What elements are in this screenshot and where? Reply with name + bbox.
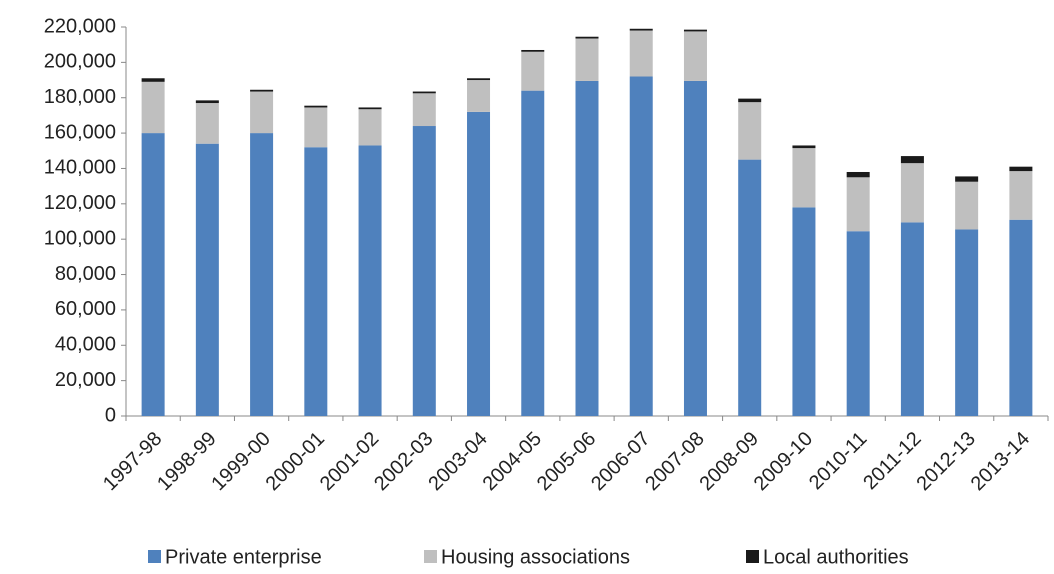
bar-segment [358, 145, 382, 416]
bar-segment [792, 207, 816, 416]
bar-segment [900, 163, 924, 223]
bar-segment [1009, 171, 1033, 220]
y-tick-label: 60,000 [55, 298, 116, 320]
bar-segment [1009, 166, 1033, 172]
bar-segment [738, 102, 762, 160]
bar-segment [195, 143, 219, 416]
bar-segment [629, 28, 653, 31]
x-tick-label: 2006-07 [587, 428, 654, 495]
bar-segment [683, 31, 707, 81]
x-tick-label: 2003-04 [424, 428, 491, 495]
bar-segment [955, 229, 979, 416]
x-tick-label: 2013-14 [967, 428, 1034, 495]
legend-label: Private enterprise [165, 546, 322, 568]
x-tick-label: 2009-10 [750, 428, 817, 495]
bar-segment [1009, 219, 1033, 416]
x-tick-label: 2000-01 [262, 428, 329, 495]
bar-segment [358, 107, 382, 110]
bar-segment [141, 78, 165, 82]
y-tick-label: 220,000 [44, 15, 116, 37]
bar-segment [955, 176, 979, 182]
bar-segment [738, 159, 762, 416]
x-tick-label: 2008-09 [696, 428, 763, 495]
bar-segment [195, 103, 219, 144]
bar-segment [141, 133, 165, 416]
x-tick-label: 2004-05 [479, 428, 546, 495]
bar-segment [521, 90, 545, 417]
y-tick-label: 140,000 [44, 157, 116, 179]
bar-segment [738, 98, 762, 103]
bar-segment [250, 133, 274, 416]
bar-segment [575, 80, 599, 417]
bar-segment [683, 29, 707, 32]
x-tick-label: 2010-11 [805, 428, 871, 494]
legend-swatch [746, 550, 759, 563]
bar-segment [900, 222, 924, 416]
bar-segment [575, 38, 599, 81]
bar-segment [304, 107, 328, 148]
x-tick-label: 1998-99 [153, 428, 220, 495]
bar-segment [846, 231, 870, 416]
bar-segment [792, 145, 816, 149]
bar-segment [683, 80, 707, 417]
legend-label: Local authorities [763, 546, 909, 568]
legend-swatch [424, 550, 437, 563]
bar-segment [792, 148, 816, 208]
bar-segment [629, 76, 653, 416]
x-tick-label: 2001-02 [316, 428, 383, 495]
x-tick-label: 2012-13 [912, 428, 979, 495]
bar-segment [467, 111, 491, 416]
x-tick-label: 2007-08 [641, 428, 708, 495]
y-tick-label: 20,000 [55, 369, 116, 391]
bar-segment [521, 51, 545, 91]
y-tick-label: 180,000 [44, 86, 116, 108]
bar-segment [629, 30, 653, 77]
bar-segment [900, 156, 924, 164]
bar-segment [250, 91, 274, 134]
y-tick-label: 80,000 [55, 263, 116, 285]
x-tick-label: 2002-03 [370, 428, 437, 495]
legend-swatch [148, 550, 161, 563]
bar-segment [467, 80, 491, 112]
bar-segment [304, 147, 328, 416]
bar-segment [250, 89, 274, 92]
bar-segment [412, 91, 436, 94]
bar-segment [141, 81, 165, 134]
y-tick-label: 200,000 [44, 51, 116, 73]
bar-segment [846, 177, 870, 232]
bar-segment [358, 109, 382, 146]
y-tick-label: 40,000 [55, 334, 116, 356]
y-tick-label: 100,000 [44, 227, 116, 249]
legend-label: Housing associations [441, 546, 630, 568]
bar-segment [304, 105, 328, 108]
x-tick-label: 1999-00 [207, 428, 274, 495]
x-tick-label: 1997-98 [99, 428, 166, 495]
y-tick-label: 160,000 [44, 121, 116, 143]
x-tick-label: 2005-06 [533, 428, 600, 495]
bar-segment [955, 181, 979, 230]
bar-segment [575, 36, 599, 39]
bar-segment [412, 93, 436, 127]
y-tick-label: 120,000 [44, 192, 116, 214]
bar-segment [195, 100, 219, 104]
bar-segment [846, 171, 870, 178]
bar-segment [412, 126, 436, 416]
bar-segment [467, 78, 491, 81]
y-tick-label: 0 [105, 404, 116, 426]
bar-segment [521, 49, 545, 52]
